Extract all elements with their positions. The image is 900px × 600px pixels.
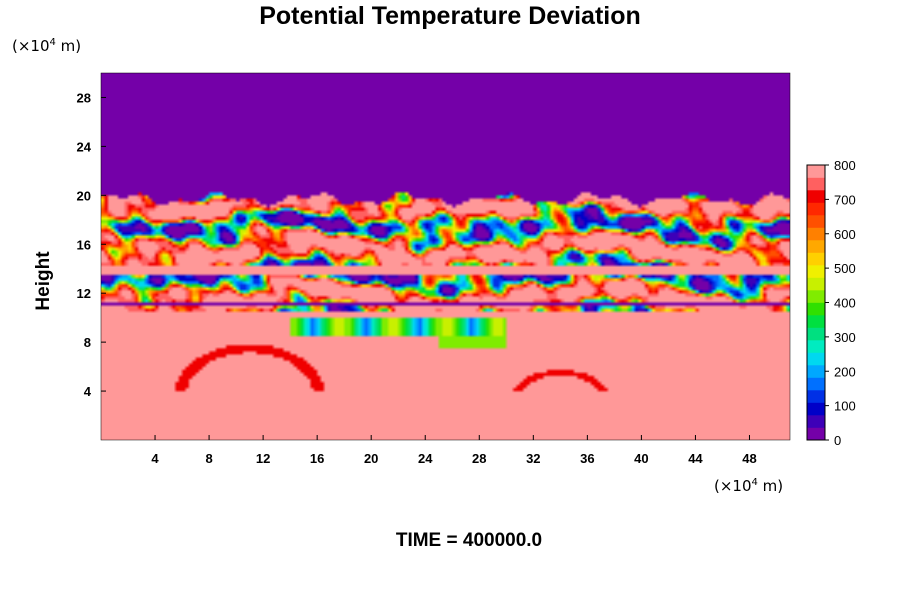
x-tick-label: 44: [688, 451, 703, 466]
y-tick-label: 24: [77, 139, 92, 154]
y-unit-exponent: 4: [49, 37, 56, 48]
colorbar-tick-label: 300: [834, 330, 856, 345]
y-tick-label: 4: [84, 384, 92, 399]
y-tick-label: 12: [77, 286, 91, 301]
colorbar-tick-label: 800: [834, 158, 856, 173]
y-tick-label: 16: [77, 237, 91, 252]
colorbar-segment: [807, 390, 825, 403]
colorbar-segment: [807, 365, 825, 378]
x-tick-label: 24: [418, 451, 433, 466]
chart-title: Potential Temperature Deviation: [259, 2, 641, 30]
x-tick-label: 4: [151, 451, 159, 466]
x-tick-label: 36: [580, 451, 594, 466]
plot-frame: [100, 72, 791, 441]
colorbar-segment: [807, 190, 825, 203]
x-tick-label: 28: [472, 451, 486, 466]
heatmap-field: [100, 72, 791, 441]
x-axis-unit: (×104 m): [714, 474, 783, 495]
colorbar-segment: [807, 302, 825, 316]
x-unit-prefix: (×10: [714, 477, 752, 495]
colorbar-segment: [807, 277, 825, 291]
colorbar-segment: [807, 415, 825, 428]
y-tick-label: 28: [77, 90, 91, 105]
x-tick-label: 40: [634, 451, 648, 466]
colorbar-tick-label: 200: [834, 364, 856, 379]
colorbar-segment: [807, 377, 825, 391]
x-tick-label: 20: [364, 451, 378, 466]
colorbar-segment: [807, 352, 825, 366]
colorbar-segment: [807, 265, 825, 278]
colorbar-segment: [807, 315, 825, 328]
heatmap-image: [101, 73, 790, 440]
y-tick-label: 8: [84, 335, 91, 350]
x-tick-label: 12: [256, 451, 270, 466]
colorbar: 0 100 200 300 400 500 600 700 800: [806, 158, 856, 448]
colorbar-segment: [807, 290, 825, 303]
colorbar-tick-label: 500: [834, 261, 856, 276]
colorbar-segment: [807, 252, 825, 266]
colorbar-tick-label: 400: [834, 296, 856, 311]
y-axis-ticks: 4 8 12 16 20 24 28: [77, 90, 106, 399]
colorbar-segment: [807, 202, 825, 216]
x-axis-ticks: 4 8 12 16 20 24 28 32 36 40 44 48: [151, 435, 757, 466]
y-unit-prefix: (×10: [12, 37, 50, 55]
x-unit-exponent: 4: [751, 477, 758, 488]
colorbar-tick-label: 0: [834, 433, 841, 448]
x-tick-label: 8: [205, 451, 212, 466]
colorbar-tick-label: 100: [834, 399, 856, 414]
y-tick-label: 20: [77, 188, 91, 203]
colorbar-segment: [807, 177, 825, 191]
colorbar-segment: [807, 427, 825, 441]
colorbar-segment: [807, 240, 825, 253]
x-tick-label: 32: [526, 451, 540, 466]
time-footer: TIME = 400000.0: [395, 530, 543, 551]
colorbar-tick-label: 600: [834, 227, 856, 242]
colorbar-segment: [807, 402, 825, 416]
colorbar-segment: [807, 165, 825, 178]
x-tick-label: 16: [310, 451, 324, 466]
x-unit-suffix: m): [757, 477, 784, 495]
y-axis-unit: (×104 m): [12, 34, 81, 55]
colorbar-segment: [807, 215, 825, 228]
x-tick-label: 48: [742, 451, 756, 466]
colorbar-segment: [807, 227, 825, 241]
colorbar-segment: [807, 327, 825, 341]
colorbar-segment: [807, 340, 825, 353]
y-unit-suffix: m): [55, 37, 82, 55]
colorbar-tick-label: 700: [834, 192, 856, 207]
